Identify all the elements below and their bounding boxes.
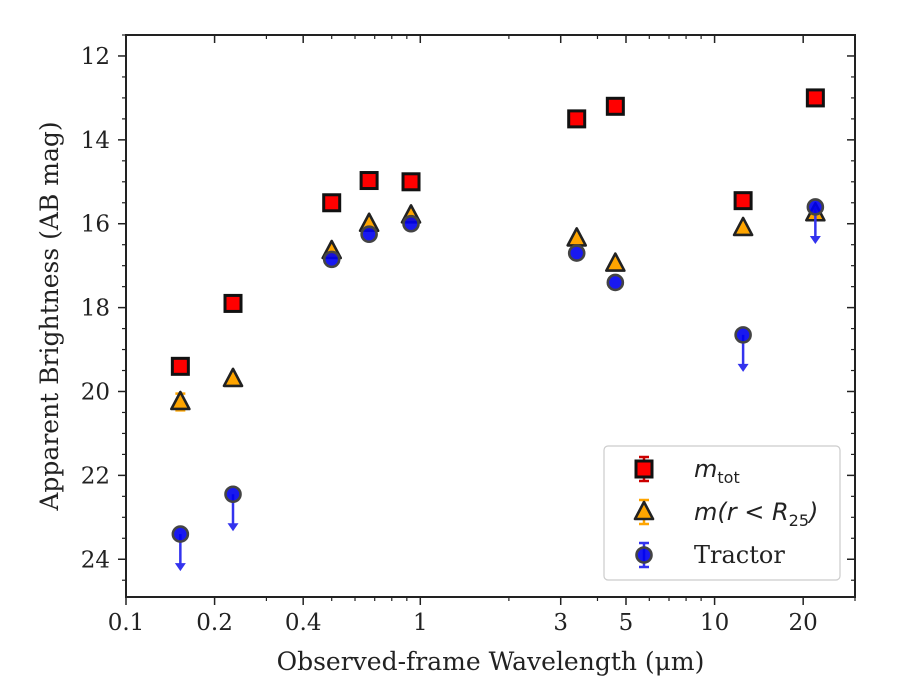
legend-label: Tractor xyxy=(694,541,785,569)
x-axis-label: Observed-frame Wavelength (μm) xyxy=(277,647,705,676)
square-marker xyxy=(322,193,342,213)
circle-marker xyxy=(224,485,242,504)
circle-marker xyxy=(734,326,752,344)
y-tick-label: 24 xyxy=(81,547,110,573)
circle-marker xyxy=(606,273,625,292)
upper-limit-arrow-head xyxy=(809,235,821,244)
legend-label: mtot xyxy=(694,455,740,487)
legend: mtot m(r < R25) Tractor xyxy=(603,445,841,581)
legend-square-marker xyxy=(634,459,654,479)
upper-limit-arrow-head xyxy=(737,363,749,372)
triangle-marker xyxy=(222,367,244,388)
circle-marker xyxy=(322,250,341,269)
square-marker xyxy=(170,356,190,376)
circle-marker xyxy=(806,198,825,216)
circle-marker xyxy=(171,525,190,543)
square-marker xyxy=(567,109,587,129)
x-tick-label: 3 xyxy=(553,610,568,636)
y-tick-label: 16 xyxy=(81,212,110,238)
legend-triangle-marker xyxy=(633,500,655,521)
series-circle xyxy=(171,198,825,572)
x-axis-ticks: 0.1 0.2 0.4 1 3 5 10 20 xyxy=(108,35,856,636)
x-tick-label: 0.2 xyxy=(196,610,233,636)
x-tick-label: 0.1 xyxy=(108,610,145,636)
square-marker xyxy=(359,171,379,191)
triangle-marker xyxy=(732,216,754,237)
triangle-marker xyxy=(605,252,626,272)
square-marker xyxy=(605,96,625,116)
y-tick-label: 14 xyxy=(81,128,110,154)
y-tick-label: 12 xyxy=(81,44,110,70)
upper-limit-arrow-head xyxy=(174,563,186,572)
x-tick-label: 0.4 xyxy=(285,610,322,636)
y-tick-label: 22 xyxy=(81,463,110,489)
x-tick-label: 1 xyxy=(413,610,428,636)
data-marks xyxy=(170,88,826,572)
triangle-marker xyxy=(170,390,191,411)
legend-box xyxy=(603,445,841,581)
x-tick-label: 20 xyxy=(789,610,818,636)
y-tick-label: 18 xyxy=(81,296,110,322)
square-marker xyxy=(805,88,825,108)
upper-limit-arrow-head xyxy=(227,523,239,532)
y-axis-label: Apparent Brightness (AB mag) xyxy=(35,121,64,511)
legend-label: m(r < R25) xyxy=(694,498,818,530)
x-tick-label: 10 xyxy=(700,610,729,636)
legend-circle-marker xyxy=(635,546,653,564)
x-tick-label: 5 xyxy=(619,610,634,636)
y-tick-label: 20 xyxy=(81,379,110,405)
series-square xyxy=(170,88,825,376)
square-marker xyxy=(733,191,753,211)
square-marker xyxy=(223,293,243,313)
circle-marker xyxy=(360,225,378,244)
plot-frame xyxy=(125,34,856,598)
circle-marker xyxy=(567,244,586,262)
circle-marker xyxy=(402,214,420,233)
square-marker xyxy=(401,172,421,192)
